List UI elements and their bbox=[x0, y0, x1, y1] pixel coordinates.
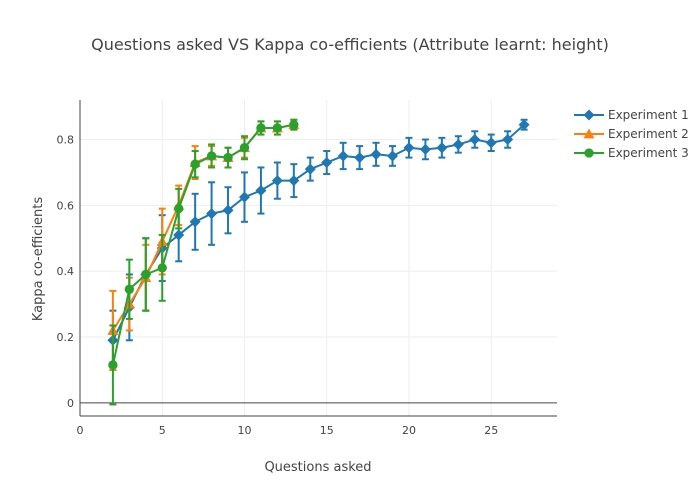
data-point bbox=[502, 134, 514, 145]
series-2 bbox=[107, 118, 300, 371]
axis-layer: 0 0.2 0.4 0.6 0.8 0 5 10 15 20 25 bbox=[57, 100, 557, 437]
series-layer bbox=[107, 118, 530, 406]
data-point bbox=[354, 152, 366, 164]
data-point bbox=[108, 360, 118, 370]
x-tick-label: 0 bbox=[77, 424, 84, 437]
legend-label: Experiment 1 bbox=[608, 108, 689, 122]
legend-item-1[interactable]: Experiment 1 bbox=[574, 108, 689, 122]
data-point bbox=[419, 143, 431, 155]
data-point bbox=[337, 150, 349, 162]
data-point bbox=[452, 138, 464, 150]
legend-marker bbox=[583, 128, 595, 139]
data-point bbox=[189, 216, 201, 228]
legend-item-2[interactable]: Experiment 2 bbox=[574, 127, 689, 141]
y-tick-label: 0 bbox=[67, 397, 74, 410]
data-point bbox=[304, 163, 316, 175]
series-1 bbox=[107, 118, 530, 371]
y-axis-title: Kappa co-efficients bbox=[31, 197, 46, 322]
series-line bbox=[112, 123, 295, 331]
data-point bbox=[403, 142, 415, 154]
data-point bbox=[141, 269, 151, 280]
data-point bbox=[271, 175, 283, 187]
y-tick-label: 0.6 bbox=[57, 199, 75, 212]
legend-item-3[interactable]: Experiment 3 bbox=[574, 146, 689, 160]
data-point bbox=[255, 185, 267, 197]
data-point bbox=[289, 120, 299, 130]
data-point bbox=[239, 143, 250, 153]
data-point bbox=[190, 159, 200, 169]
legend[interactable]: Experiment 1 Experiment 2 Experiment 3 bbox=[574, 108, 689, 160]
data-point bbox=[469, 134, 481, 145]
grid-layer bbox=[80, 100, 557, 416]
legend-marker bbox=[584, 148, 594, 158]
data-point bbox=[321, 157, 333, 169]
y-tick-label: 0.2 bbox=[57, 331, 75, 344]
data-point bbox=[157, 263, 167, 273]
data-point bbox=[436, 142, 448, 154]
data-point bbox=[370, 148, 382, 160]
data-point bbox=[256, 123, 266, 133]
legend-marker bbox=[583, 109, 595, 121]
data-point bbox=[238, 191, 250, 203]
data-point bbox=[288, 175, 300, 187]
data-point bbox=[174, 203, 184, 214]
data-point bbox=[222, 204, 234, 216]
series-line bbox=[112, 123, 525, 341]
series-3 bbox=[108, 118, 299, 406]
y-tick-label: 0.8 bbox=[57, 134, 75, 147]
x-tick-label: 10 bbox=[237, 424, 251, 437]
x-axis-title: Questions asked bbox=[264, 460, 371, 475]
data-point bbox=[387, 150, 399, 162]
data-point bbox=[173, 229, 185, 241]
legend-label: Experiment 3 bbox=[608, 146, 689, 160]
legend-label: Experiment 2 bbox=[608, 127, 689, 141]
y-tick-label: 0.4 bbox=[57, 265, 75, 278]
x-tick-label: 5 bbox=[159, 424, 166, 437]
data-point bbox=[206, 151, 217, 161]
data-point bbox=[124, 284, 135, 294]
data-point bbox=[518, 119, 530, 131]
chart-title: Questions asked VS Kappa co-efficients (… bbox=[91, 35, 609, 54]
series-line bbox=[111, 123, 295, 366]
x-tick-label: 15 bbox=[320, 424, 334, 437]
data-point bbox=[485, 137, 497, 149]
x-tick-label: 20 bbox=[402, 424, 416, 437]
x-tick-label: 25 bbox=[484, 424, 498, 437]
data-point bbox=[206, 208, 218, 220]
data-point bbox=[223, 152, 233, 163]
data-point bbox=[272, 123, 283, 133]
